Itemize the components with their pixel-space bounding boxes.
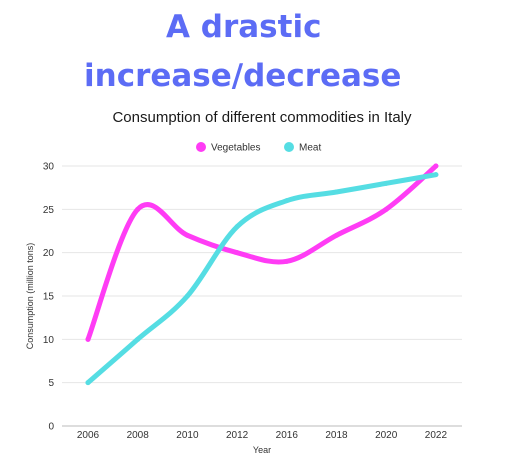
chart-title: Consumption of different commodities in … bbox=[112, 109, 412, 126]
data-point-meat bbox=[284, 198, 290, 204]
y-tick-label: 20 bbox=[43, 248, 55, 259]
data-point-meat bbox=[135, 336, 141, 342]
data-point-meat bbox=[85, 380, 91, 386]
data-point-meat bbox=[383, 180, 389, 186]
data-point-meat bbox=[334, 189, 339, 195]
series-line-meat bbox=[85, 172, 439, 386]
data-point-vegetables bbox=[135, 206, 141, 212]
legend-marker-vegetables bbox=[196, 142, 206, 152]
legend-label-meat: Meat bbox=[299, 143, 321, 154]
x-tick-label: 2018 bbox=[325, 430, 348, 441]
data-point-vegetables bbox=[383, 206, 389, 212]
x-tick-label: 2006 bbox=[77, 430, 100, 441]
y-tick-label: 25 bbox=[43, 205, 55, 216]
series-lines bbox=[85, 163, 439, 386]
x-tick-label: 2020 bbox=[375, 430, 398, 441]
data-point-meat bbox=[234, 224, 240, 230]
x-tick-label: 2010 bbox=[176, 430, 199, 441]
data-point-vegetables bbox=[85, 336, 91, 342]
y-tick-label: 30 bbox=[43, 162, 55, 173]
axes: 0 5 10 15 20 25 30 2006 2008 2010 2012 2016 2018 2020… bbox=[43, 162, 448, 442]
y-tick-label: 5 bbox=[48, 378, 54, 389]
legend-label-vegetables: Vegetables bbox=[211, 143, 261, 154]
x-axis-label: Year bbox=[253, 445, 271, 455]
data-point-vegetables bbox=[433, 163, 439, 169]
data-point-meat bbox=[433, 172, 439, 178]
x-tick-label: 2008 bbox=[127, 430, 150, 441]
data-point-vegetables bbox=[334, 232, 339, 238]
x-tick-label: 2012 bbox=[226, 430, 249, 441]
headline-line-2: increase/decrease bbox=[84, 58, 402, 94]
x-tick-label: 2022 bbox=[425, 430, 448, 441]
data-point-vegetables bbox=[234, 250, 240, 256]
data-point-vegetables bbox=[284, 258, 290, 264]
legend: Vegetables Meat bbox=[196, 142, 321, 154]
y-axis-label: Consumption (million tons) bbox=[25, 243, 35, 350]
legend-marker-meat bbox=[284, 142, 294, 152]
x-tick-label: 2016 bbox=[276, 430, 299, 441]
y-tick-label: 15 bbox=[43, 292, 55, 303]
headline-line-1: A drastic bbox=[166, 9, 322, 45]
data-point-vegetables bbox=[184, 232, 190, 238]
y-tick-label: 0 bbox=[48, 422, 54, 433]
y-tick-label: 10 bbox=[43, 335, 55, 346]
data-point-meat bbox=[184, 293, 190, 299]
gridlines bbox=[62, 165, 462, 427]
